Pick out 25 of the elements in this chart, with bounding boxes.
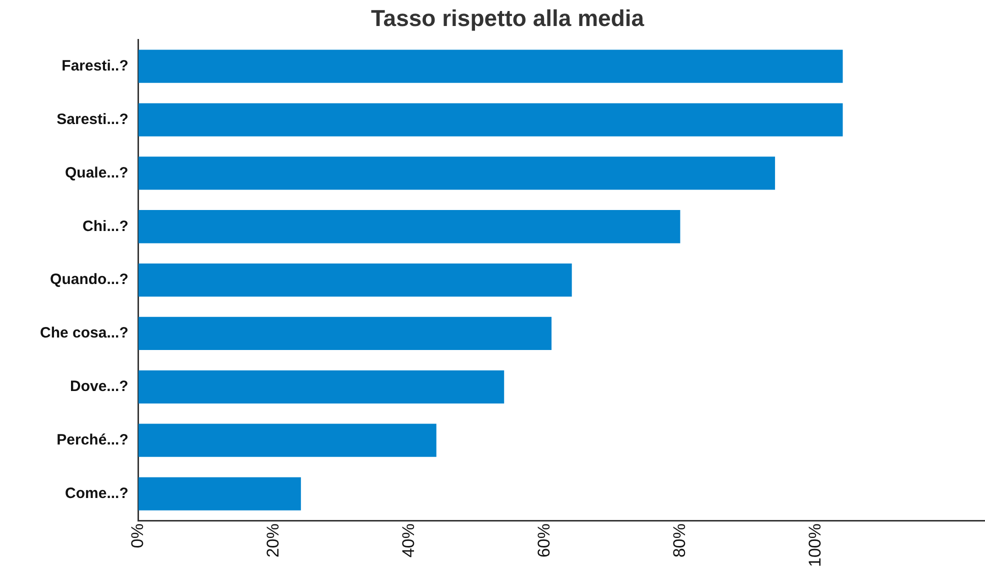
y-tick-label: Dove...? bbox=[70, 378, 128, 396]
x-tick-label: 100% bbox=[805, 524, 824, 568]
y-tick-label: Come...? bbox=[65, 484, 128, 502]
y-tick-label: Perché...? bbox=[56, 432, 128, 449]
bar bbox=[138, 424, 436, 457]
y-tick-label: Quando...? bbox=[50, 271, 128, 288]
bar bbox=[138, 370, 504, 404]
x-tick-label: 0% bbox=[128, 524, 148, 548]
x-tick-label: 60% bbox=[534, 524, 554, 558]
bar bbox=[138, 103, 843, 136]
x-tick-label: 20% bbox=[264, 524, 283, 558]
bar bbox=[138, 210, 680, 244]
y-tick-label: Saresti...? bbox=[56, 110, 128, 128]
bar bbox=[138, 477, 301, 510]
bar bbox=[138, 316, 552, 350]
bar bbox=[138, 156, 776, 190]
x-tick-label: 40% bbox=[398, 524, 418, 558]
x-tick-label: 80% bbox=[670, 524, 689, 558]
bar bbox=[138, 50, 843, 83]
bar bbox=[138, 263, 572, 297]
y-tick-label: Faresti..? bbox=[62, 57, 128, 74]
y-tick-label: Chi...? bbox=[82, 218, 128, 235]
chart-title: Tasso rispetto alla media bbox=[370, 5, 644, 32]
y-tick-label: Che cosa...? bbox=[40, 324, 128, 342]
y-tick-label: Quale...? bbox=[65, 164, 128, 182]
